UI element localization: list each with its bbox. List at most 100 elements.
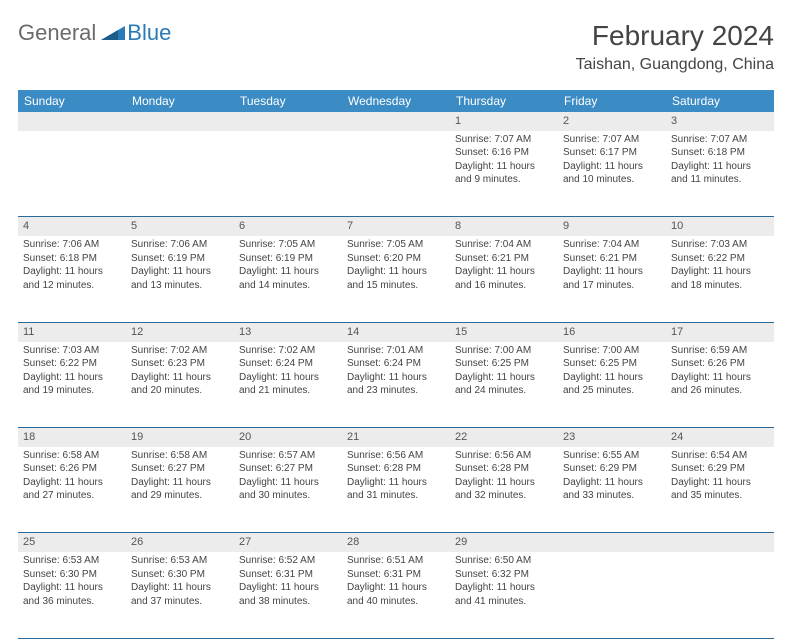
sunrise-text: Sunrise: 6:59 AM <box>671 344 769 358</box>
sunset-text: Sunset: 6:30 PM <box>23 568 121 582</box>
daylight-text: Daylight: 11 hours and 14 minutes. <box>239 265 337 292</box>
day-number: 27 <box>234 533 342 552</box>
daylight-text: Daylight: 11 hours and 16 minutes. <box>455 265 553 292</box>
day-cell: Sunrise: 6:54 AMSunset: 6:29 PMDaylight:… <box>666 447 774 533</box>
daylight-text: Daylight: 11 hours and 21 minutes. <box>239 371 337 398</box>
sunset-text: Sunset: 6:28 PM <box>347 462 445 476</box>
day-cell: Sunrise: 6:51 AMSunset: 6:31 PMDaylight:… <box>342 552 450 638</box>
daylight-text: Daylight: 11 hours and 30 minutes. <box>239 476 337 503</box>
day-content-row: Sunrise: 7:03 AMSunset: 6:22 PM Daylight:… <box>18 342 774 428</box>
day-header: Sunday <box>18 90 126 112</box>
day-cell <box>126 131 234 217</box>
title-block: February 2024 Taishan, Guangdong, China <box>576 20 774 74</box>
sunrise-text: Sunrise: 7:06 AM <box>23 238 121 252</box>
sunrise-text: Sunrise: 7:01 AM <box>347 344 445 358</box>
sunrise-text: Sunrise: 7:00 AM <box>455 344 553 358</box>
day-number: 12 <box>126 322 234 341</box>
sunrise-text: Sunrise: 7:05 AM <box>347 238 445 252</box>
sunset-text: Sunset: 6:19 PM <box>131 252 229 266</box>
sunset-text: Sunset: 6:28 PM <box>455 462 553 476</box>
day-cell: Sunrise: 7:00 AMSunset: 6:25 PMDaylight:… <box>558 342 666 428</box>
sunset-text: Sunset: 6:22 PM <box>23 357 121 371</box>
day-cell: Sunrise: 7:06 AMSunset: 6:18 PMDaylight:… <box>18 236 126 322</box>
daylight-text: Daylight: 11 hours and 23 minutes. <box>347 371 445 398</box>
day-number: 14 <box>342 322 450 341</box>
day-number: 20 <box>234 428 342 447</box>
day-number-row: 2526272829 <box>18 533 774 552</box>
daylight-text: Daylight: 11 hours and 40 minutes. <box>347 581 445 608</box>
daylight-text: Daylight: 11 hours and 41 minutes. <box>455 581 553 608</box>
day-number: 6 <box>234 217 342 236</box>
sunset-text: Sunset: 6:27 PM <box>239 462 337 476</box>
sunset-text: Sunset: 6:23 PM <box>131 357 229 371</box>
day-cell: Sunrise: 7:07 AMSunset: 6:17 PMDaylight:… <box>558 131 666 217</box>
day-cell <box>342 131 450 217</box>
day-cell: Sunrise: 6:56 AMSunset: 6:28 PMDaylight:… <box>342 447 450 533</box>
day-cell: Sunrise: 7:01 AMSunset: 6:24 PMDaylight:… <box>342 342 450 428</box>
day-number: 11 <box>18 322 126 341</box>
day-number: 19 <box>126 428 234 447</box>
day-number: 17 <box>666 322 774 341</box>
day-cell: Sunrise: 7:07 AMSunset: 6:18 PMDaylight:… <box>666 131 774 217</box>
day-cell: Sunrise: 6:57 AMSunset: 6:27 PMDaylight:… <box>234 447 342 533</box>
daylight-text: Daylight: 11 hours and 37 minutes. <box>131 581 229 608</box>
sunrise-text: Sunrise: 7:03 AM <box>23 344 121 358</box>
sunset-text: Sunset: 6:29 PM <box>563 462 661 476</box>
logo-text-general: General <box>18 20 96 46</box>
day-header: Thursday <box>450 90 558 112</box>
daylight-text: Daylight: 11 hours and 29 minutes. <box>131 476 229 503</box>
day-number: 7 <box>342 217 450 236</box>
day-number: 26 <box>126 533 234 552</box>
sunrise-text: Sunrise: 7:04 AM <box>563 238 661 252</box>
sunrise-text: Sunrise: 7:03 AM <box>671 238 769 252</box>
daylight-text: Daylight: 11 hours and 13 minutes. <box>131 265 229 292</box>
page-header: General Blue February 2024 Taishan, Guan… <box>18 20 774 74</box>
day-number: 25 <box>18 533 126 552</box>
day-header: Tuesday <box>234 90 342 112</box>
day-cell: Sunrise: 6:58 AMSunset: 6:27 PMDaylight:… <box>126 447 234 533</box>
sunset-text: Sunset: 6:31 PM <box>239 568 337 582</box>
daylight-text: Daylight: 11 hours and 25 minutes. <box>563 371 661 398</box>
day-number: 16 <box>558 322 666 341</box>
sunset-text: Sunset: 6:25 PM <box>455 357 553 371</box>
day-number-row: 123 <box>18 112 774 131</box>
day-number: 1 <box>450 112 558 131</box>
day-number <box>18 112 126 131</box>
day-number: 10 <box>666 217 774 236</box>
day-cell: Sunrise: 7:07 AMSunset: 6:16 PMDaylight:… <box>450 131 558 217</box>
day-cell: Sunrise: 6:59 AMSunset: 6:26 PMDaylight:… <box>666 342 774 428</box>
sunset-text: Sunset: 6:25 PM <box>563 357 661 371</box>
sunrise-text: Sunrise: 7:04 AM <box>455 238 553 252</box>
logo-text-blue: Blue <box>127 20 171 46</box>
daylight-text: Daylight: 11 hours and 24 minutes. <box>455 371 553 398</box>
day-cell: Sunrise: 7:06 AMSunset: 6:19 PMDaylight:… <box>126 236 234 322</box>
sunset-text: Sunset: 6:17 PM <box>563 146 661 160</box>
daylight-text: Daylight: 11 hours and 38 minutes. <box>239 581 337 608</box>
day-cell: Sunrise: 6:56 AMSunset: 6:28 PMDaylight:… <box>450 447 558 533</box>
daylight-text: Daylight: 11 hours and 36 minutes. <box>23 581 121 608</box>
daylight-text: Daylight: 11 hours and 20 minutes. <box>131 371 229 398</box>
day-cell: Sunrise: 7:02 AMSunset: 6:23 PMDaylight:… <box>126 342 234 428</box>
daylight-text: Daylight: 11 hours and 32 minutes. <box>455 476 553 503</box>
day-number: 23 <box>558 428 666 447</box>
logo: General Blue <box>18 20 171 46</box>
sunrise-text: Sunrise: 6:53 AM <box>23 554 121 568</box>
day-number: 15 <box>450 322 558 341</box>
daylight-text: Daylight: 11 hours and 12 minutes. <box>23 265 121 292</box>
sunset-text: Sunset: 6:16 PM <box>455 146 553 160</box>
sunrise-text: Sunrise: 7:02 AM <box>239 344 337 358</box>
sunset-text: Sunset: 6:24 PM <box>239 357 337 371</box>
day-content-row: Sunrise: 7:06 AMSunset: 6:18 PMDaylight:… <box>18 236 774 322</box>
day-header: Saturday <box>666 90 774 112</box>
day-number <box>558 533 666 552</box>
day-number: 9 <box>558 217 666 236</box>
day-cell <box>558 552 666 638</box>
sunset-text: Sunset: 6:21 PM <box>455 252 553 266</box>
daylight-text: Daylight: 11 hours and 17 minutes. <box>563 265 661 292</box>
sunset-text: Sunset: 6:19 PM <box>239 252 337 266</box>
sunrise-text: Sunrise: 6:50 AM <box>455 554 553 568</box>
daylight-text: Daylight: 11 hours and 18 minutes. <box>671 265 769 292</box>
sunrise-text: Sunrise: 7:05 AM <box>239 238 337 252</box>
sunrise-text: Sunrise: 7:06 AM <box>131 238 229 252</box>
sunset-text: Sunset: 6:20 PM <box>347 252 445 266</box>
